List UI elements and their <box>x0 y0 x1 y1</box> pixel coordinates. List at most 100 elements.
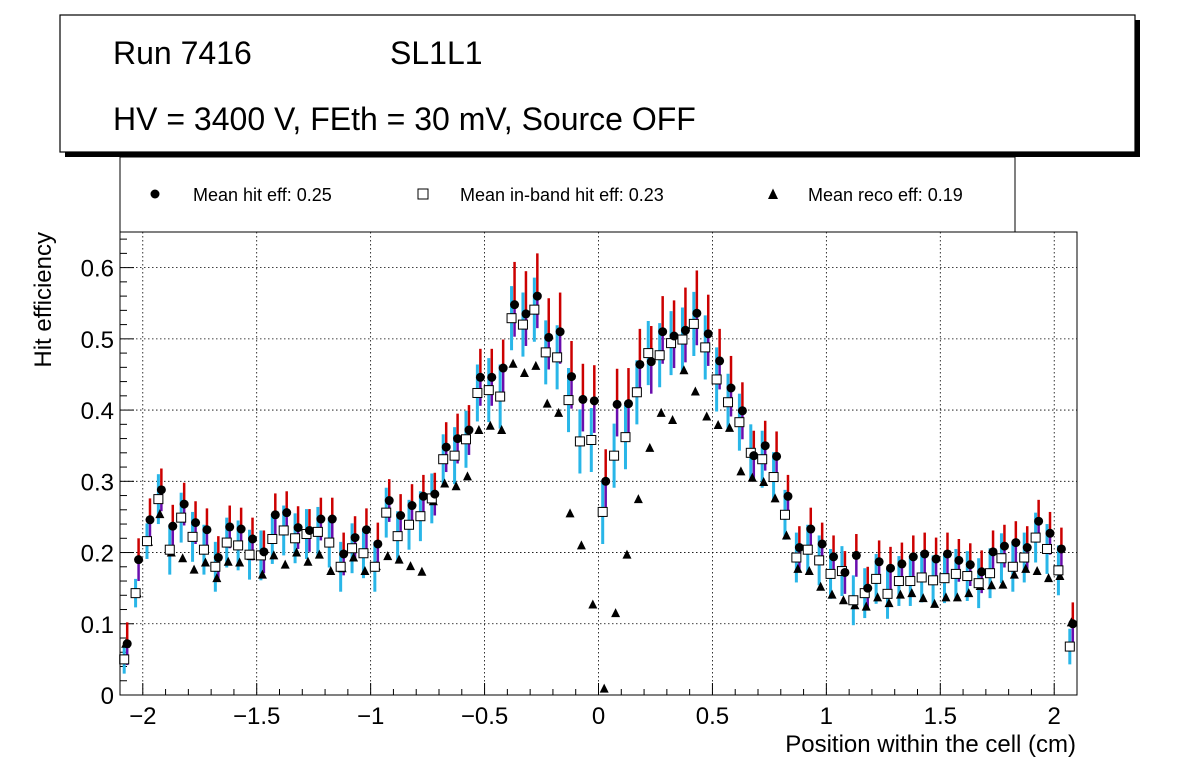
hit-eff-point <box>578 394 588 404</box>
reco-eff-point <box>1032 566 1042 576</box>
reco-eff-point <box>770 493 780 503</box>
reco-eff-point <box>964 588 974 598</box>
inband-eff-point <box>905 576 916 587</box>
hit-eff-point <box>658 327 668 337</box>
inband-eff-point <box>290 533 301 544</box>
hit-eff-point <box>726 383 736 393</box>
reco-eff-point <box>508 358 518 368</box>
x-tick-label: 0.5 <box>696 703 729 730</box>
hit-eff-point <box>544 332 554 342</box>
reco-eff-point <box>952 592 962 602</box>
inband-eff-point <box>312 526 323 537</box>
reco-eff-point <box>611 608 621 618</box>
hit-eff-point <box>1034 516 1044 526</box>
hit-eff-point <box>282 508 292 518</box>
inband-eff-point <box>244 549 255 560</box>
reco-eff-point <box>257 569 267 579</box>
hit-eff-point <box>863 583 873 593</box>
reco-eff-point <box>200 557 210 567</box>
x-tick-label: 1 <box>820 703 833 730</box>
inband-eff-point <box>677 334 688 345</box>
hit-eff-point <box>259 547 269 557</box>
hit-eff-point <box>680 325 690 335</box>
inband-eff-point <box>643 348 654 359</box>
legend-label-reco: Mean reco eff: 0.19 <box>808 185 963 205</box>
legend-marker-square <box>417 188 429 200</box>
inband-eff-point <box>802 544 813 555</box>
reco-eff-point <box>542 398 552 408</box>
reco-eff-point <box>531 360 541 370</box>
inband-eff-point <box>404 519 415 530</box>
reco-eff-point <box>622 549 632 559</box>
reco-eff-point <box>417 566 427 576</box>
inband-eff-point <box>654 350 665 361</box>
reco-eff-point <box>987 580 997 590</box>
hit-eff-point <box>829 552 839 562</box>
hit-eff-point <box>441 442 451 452</box>
hit-eff-point <box>1011 538 1021 548</box>
inband-eff-point <box>631 387 642 398</box>
inband-eff-point <box>472 387 483 398</box>
y-tick-label: 0 <box>101 683 114 710</box>
y-tick-label: 0.3 <box>81 469 114 496</box>
hit-eff-point <box>737 406 747 416</box>
inband-eff-point <box>871 573 882 584</box>
y-tick-label: 0.4 <box>81 398 114 425</box>
x-tick-label: 0 <box>592 703 605 730</box>
inband-eff-point <box>119 654 130 665</box>
hit-eff-point <box>817 539 827 549</box>
conditions-label: HV = 3400 V, FEth = 30 mV, Source OFF <box>113 101 696 137</box>
title-box <box>59 14 1136 153</box>
inband-eff-point <box>221 537 232 548</box>
reco-eff-point <box>645 442 655 452</box>
reco-eff-point <box>941 592 951 602</box>
inband-eff-point <box>1053 565 1064 576</box>
reco-eff-point <box>781 530 791 540</box>
inband-eff-point <box>973 578 984 589</box>
hit-eff-point <box>316 514 326 524</box>
inband-eff-point <box>198 544 209 555</box>
hit-eff-point <box>191 518 201 528</box>
x-tick-label: −0.5 <box>461 703 508 730</box>
reco-eff-point <box>440 478 450 488</box>
hit-eff-point <box>225 522 235 532</box>
hit-eff-point <box>236 524 246 534</box>
reco-eff-point <box>292 547 302 557</box>
hit-eff-point <box>692 308 702 318</box>
hit-eff-point <box>589 396 599 406</box>
hit-eff-point <box>703 329 713 339</box>
reco-eff-point <box>554 407 564 417</box>
hit-eff-point <box>897 559 907 569</box>
y-tick-label: 0.6 <box>81 256 114 283</box>
inband-eff-point <box>916 572 927 583</box>
inband-eff-point <box>153 494 164 505</box>
hit-eff-point <box>453 434 463 444</box>
hit-eff-point <box>122 639 132 649</box>
reco-eff-point <box>383 551 393 561</box>
reco-eff-point <box>212 573 222 583</box>
reco-eff-point <box>155 509 165 519</box>
hit-eff-point <box>783 491 793 501</box>
inband-eff-point <box>381 507 392 518</box>
reco-eff-point <box>223 556 233 566</box>
hit-eff-point <box>339 549 349 559</box>
y-tick-label: 0.5 <box>81 327 114 354</box>
reco-eff-point <box>189 564 199 574</box>
reco-eff-point <box>668 415 678 425</box>
layer-label: SL1L1 <box>390 35 483 71</box>
reco-eff-point <box>485 420 495 430</box>
hit-eff-point <box>418 491 428 501</box>
inband-eff-point <box>700 342 711 353</box>
reco-eff-point <box>861 601 871 611</box>
reco-eff-point <box>907 588 917 598</box>
inband-eff-point <box>723 397 734 408</box>
hit-eff-point <box>145 515 155 525</box>
reco-eff-point <box>679 365 689 375</box>
hit-eff-point <box>532 291 542 301</box>
hit-eff-point <box>999 541 1009 551</box>
y-axis-title: Hit efficiency <box>30 232 57 368</box>
reco-eff-point <box>884 598 894 608</box>
reco-eff-point <box>713 420 723 430</box>
hit-eff-point <box>806 524 816 534</box>
